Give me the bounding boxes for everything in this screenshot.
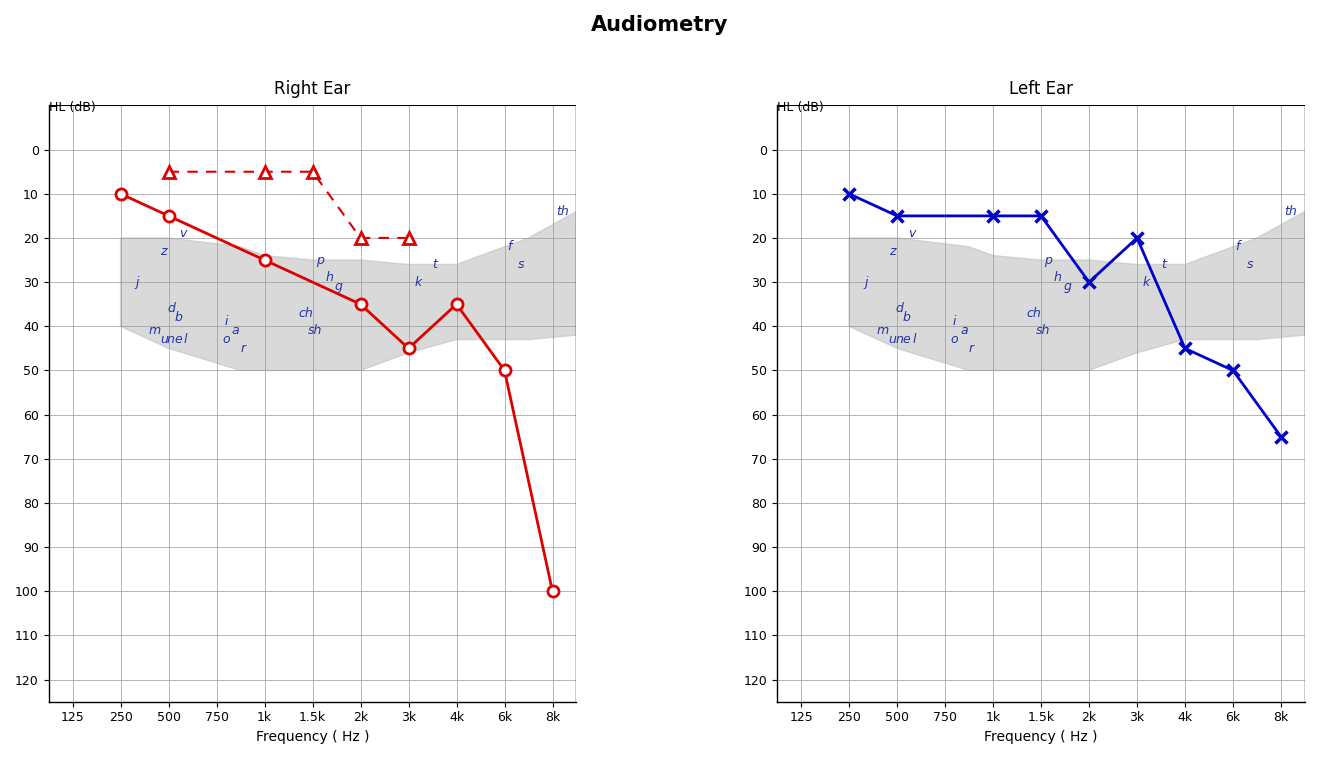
Text: d: d	[895, 302, 903, 315]
Text: j: j	[136, 276, 139, 288]
Text: g: g	[335, 280, 343, 293]
Text: e: e	[903, 333, 911, 346]
Text: g: g	[1064, 280, 1072, 293]
Text: s: s	[517, 258, 524, 271]
Text: p: p	[315, 254, 323, 266]
Text: i: i	[953, 316, 957, 329]
Text: m: m	[876, 324, 888, 337]
Text: m: m	[148, 324, 160, 337]
Text: ch: ch	[1027, 307, 1041, 320]
Text: t: t	[433, 258, 437, 271]
Title: Right Ear: Right Ear	[275, 80, 351, 99]
Text: k: k	[1143, 276, 1150, 288]
Text: r: r	[969, 342, 974, 355]
Text: s: s	[1246, 258, 1253, 271]
Text: z: z	[161, 244, 168, 258]
Text: d: d	[168, 302, 176, 315]
Text: sh: sh	[1036, 324, 1051, 337]
Text: h: h	[326, 271, 333, 284]
Text: u: u	[888, 333, 896, 346]
Text: h: h	[1053, 271, 1061, 284]
Title: Left Ear: Left Ear	[1008, 80, 1073, 99]
Text: e: e	[174, 333, 182, 346]
X-axis label: Frequency ( Hz ): Frequency ( Hz )	[256, 730, 370, 744]
Polygon shape	[120, 212, 577, 370]
Text: u: u	[160, 333, 168, 346]
Text: j: j	[865, 276, 867, 288]
Text: n: n	[168, 333, 176, 346]
Text: b: b	[903, 311, 911, 324]
Text: r: r	[240, 342, 246, 355]
Text: z: z	[890, 244, 895, 258]
Text: t: t	[1162, 258, 1166, 271]
Polygon shape	[849, 212, 1305, 370]
Text: o: o	[950, 333, 958, 346]
Text: sh: sh	[308, 324, 322, 337]
Text: b: b	[174, 311, 182, 324]
Text: l: l	[912, 333, 916, 346]
Text: i: i	[224, 316, 228, 329]
Text: f: f	[507, 241, 511, 254]
Text: l: l	[183, 333, 187, 346]
Text: k: k	[414, 276, 422, 288]
Text: HL (dB): HL (dB)	[49, 101, 95, 115]
X-axis label: Frequency ( Hz ): Frequency ( Hz )	[985, 730, 1098, 744]
Text: a: a	[961, 324, 968, 337]
Text: th: th	[1284, 205, 1298, 218]
Text: Audiometry: Audiometry	[591, 15, 729, 35]
Text: o: o	[222, 333, 230, 346]
Text: p: p	[1044, 254, 1052, 266]
Text: HL (dB): HL (dB)	[777, 101, 824, 115]
Text: f: f	[1236, 241, 1239, 254]
Text: th: th	[556, 205, 569, 218]
Text: ch: ch	[298, 307, 313, 320]
Text: n: n	[895, 333, 903, 346]
Text: v: v	[908, 227, 915, 240]
Text: v: v	[180, 227, 186, 240]
Text: a: a	[232, 324, 239, 337]
